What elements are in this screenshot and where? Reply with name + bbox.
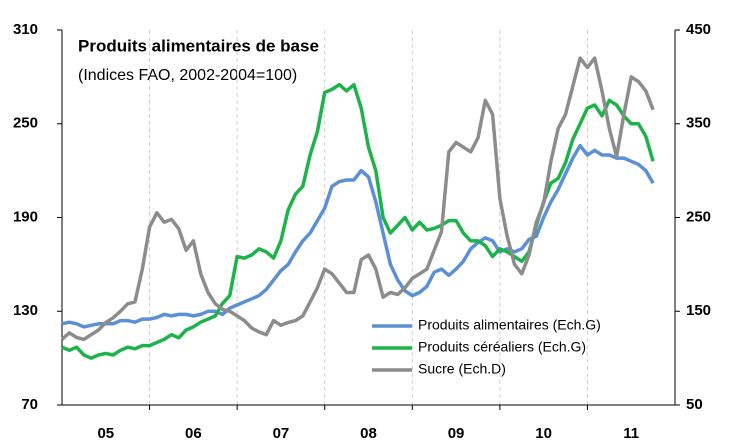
x-tick-label: 09 [448, 425, 465, 442]
x-tick-label: 08 [360, 425, 377, 442]
series-line [61, 143, 655, 329]
legend-label: Produits céréaliers (Ech.G) [418, 339, 586, 355]
legend-label: Sucre (Ech.D) [418, 361, 506, 377]
series-line [60, 56, 655, 342]
series-line [61, 82, 655, 360]
y2-tick-label: 450 [686, 21, 711, 38]
x-tick-label: 07 [273, 425, 290, 442]
y-tick-label: 190 [13, 208, 38, 225]
x-tick-label: 06 [185, 425, 202, 442]
y2-tick-label: 150 [686, 302, 711, 319]
y-tick-label: 130 [13, 302, 38, 319]
legend-label: Produits alimentaires (Ech.G) [418, 317, 601, 333]
chart-title: Produits alimentaires de base [78, 36, 319, 55]
y2-tick-label: 350 [686, 115, 711, 132]
x-tick-label: 11 [623, 425, 639, 442]
y-tick-label: 250 [13, 115, 38, 132]
chart-subtitle: (Indices FAO, 2002-2004=100) [78, 67, 297, 84]
y-tick-label: 310 [13, 21, 38, 38]
y2-tick-label: 250 [686, 208, 711, 225]
y2-tick-label: 50 [686, 396, 703, 413]
x-tick-label: 10 [535, 425, 552, 442]
x-tick-label: 05 [97, 425, 114, 442]
y-tick-label: 70 [21, 396, 38, 413]
